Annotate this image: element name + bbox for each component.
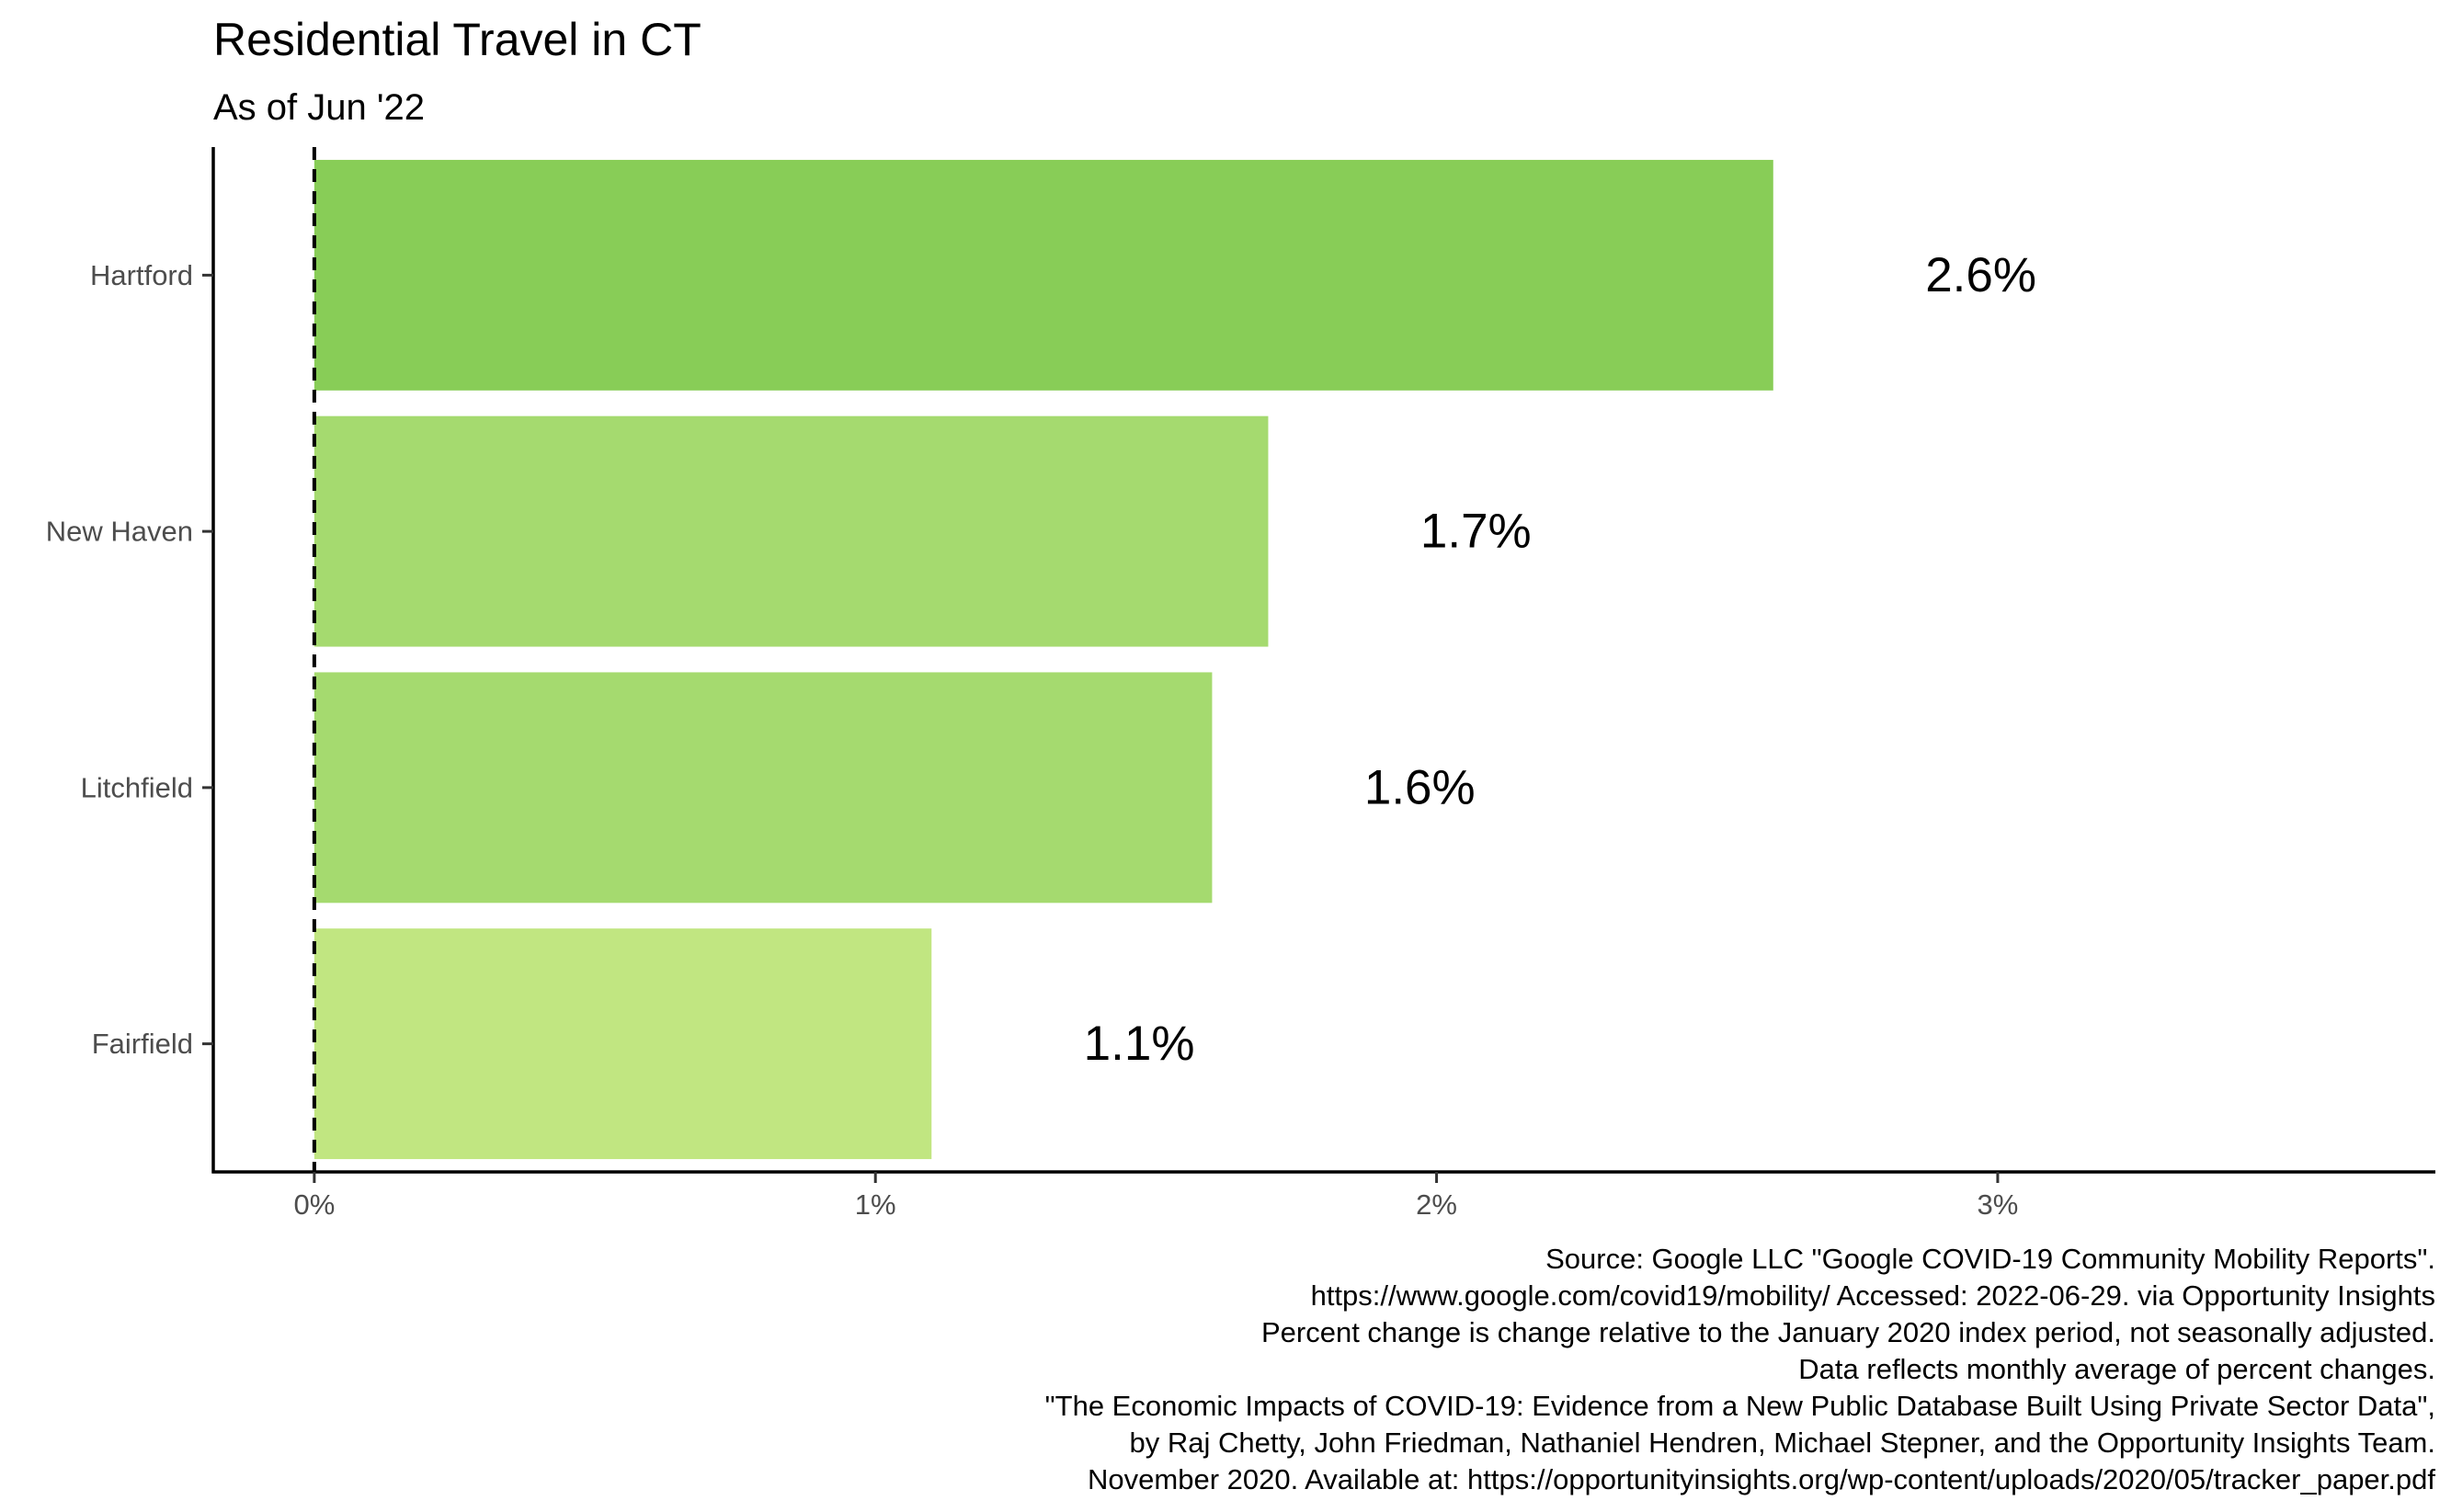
x-tick-label-0: 0% bbox=[293, 1188, 335, 1221]
caption-line-source: Source: Google LLC "Google COVID-19 Comm… bbox=[1545, 1243, 2435, 1275]
caption-line-authors: by Raj Chetty, John Friedman, Nathaniel … bbox=[1130, 1427, 2435, 1459]
caption-line-monthly: Data reflects monthly average of percent… bbox=[1798, 1353, 2435, 1385]
axes-layer: Hartford New Haven Litchfield Fairfield 0% 1%… bbox=[46, 147, 2435, 1221]
data-label-hartford: 2.6% bbox=[1925, 248, 2036, 302]
chart-subtitle: As of Jun '22 bbox=[213, 87, 425, 128]
y-tick-label-hartford: Hartford bbox=[90, 259, 193, 291]
x-tick-label-1: 1% bbox=[855, 1188, 896, 1221]
y-tick-label-fairfield: Fairfield bbox=[92, 1028, 193, 1060]
bar-new-haven bbox=[314, 415, 1269, 647]
data-label-litchfield: 1.6% bbox=[1364, 760, 1476, 814]
x-tick-label-2: 2% bbox=[1416, 1188, 1457, 1221]
x-tick-label-3: 3% bbox=[1978, 1188, 2019, 1221]
data-labels-layer: 2.6% 1.7% 1.6% 1.1% bbox=[1084, 248, 2036, 1071]
bar-litchfield bbox=[314, 672, 1213, 904]
caption-line-note: Percent change is change relative to the… bbox=[1261, 1316, 2435, 1348]
data-label-new-haven: 1.7% bbox=[1420, 505, 1532, 559]
y-tick-label-new-haven: New Haven bbox=[46, 516, 193, 548]
bar-fairfield bbox=[314, 928, 932, 1160]
bar-hartford bbox=[314, 159, 1773, 391]
caption-line-paper: "The Economic Impacts of COVID-19: Evide… bbox=[1045, 1390, 2435, 1422]
caption: Source: Google LLC "Google COVID-19 Comm… bbox=[1045, 1243, 2436, 1495]
caption-line-url: https://www.google.com/covid19/mobility/… bbox=[1311, 1279, 2435, 1312]
caption-line-available: November 2020. Available at: https://opp… bbox=[1088, 1463, 2435, 1495]
data-label-fairfield: 1.1% bbox=[1084, 1017, 1195, 1071]
chart-title: Residential Travel in CT bbox=[213, 14, 701, 65]
bars-layer bbox=[314, 159, 1773, 1160]
y-tick-label-litchfield: Litchfield bbox=[81, 771, 193, 803]
